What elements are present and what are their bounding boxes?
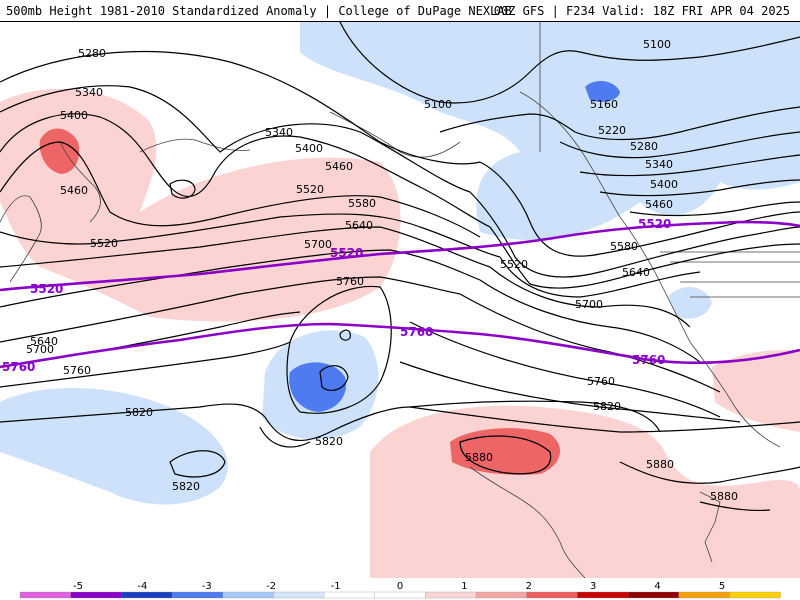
contour-label: 5400 bbox=[295, 142, 323, 155]
contour-label: 5100 bbox=[424, 98, 452, 111]
contour-label: 5400 bbox=[650, 178, 678, 191]
climo-label: 5520 bbox=[30, 282, 63, 296]
contour-label: 5820 bbox=[125, 406, 153, 419]
legend-swatch bbox=[526, 591, 578, 599]
contour-label: 5880 bbox=[710, 490, 738, 503]
contour-label: 5700 bbox=[304, 238, 332, 251]
contour-label: 5880 bbox=[465, 451, 493, 464]
legend-swatch bbox=[171, 591, 224, 599]
positive-anomaly-east bbox=[712, 350, 800, 432]
contour-label: 5820 bbox=[593, 400, 621, 413]
positive-anomaly-south-core bbox=[450, 428, 561, 475]
contour-label: 5520 bbox=[296, 183, 324, 196]
positive-anomaly-core bbox=[39, 128, 80, 174]
contour-label: 5340 bbox=[265, 126, 293, 139]
legend-tick-label: 4 bbox=[654, 581, 660, 592]
legend-swatch bbox=[678, 591, 730, 599]
contour-label: 5820 bbox=[315, 435, 343, 448]
map-header: 500mb Height 1981-2010 Standardized Anom… bbox=[0, 0, 800, 22]
contour-label: 5880 bbox=[646, 458, 674, 471]
contour-label: 5580 bbox=[610, 240, 638, 253]
legend-swatch bbox=[121, 591, 173, 599]
negative-anomaly-center-core bbox=[289, 362, 347, 412]
legend-tick-label: 5 bbox=[719, 581, 725, 592]
legend-tick-label: -2 bbox=[266, 581, 276, 592]
contour-label: 5820 bbox=[172, 480, 200, 493]
negative-anomaly-coast bbox=[668, 286, 712, 319]
legend-tick-label: -5 bbox=[73, 581, 83, 592]
climo-label: 5760 bbox=[2, 360, 35, 374]
contour-label: 5400 bbox=[60, 109, 88, 122]
climatology-contours bbox=[0, 220, 800, 369]
legend-swatch bbox=[475, 591, 528, 599]
legend-tick-label: -1 bbox=[331, 581, 341, 592]
contour-label: 5520 bbox=[500, 258, 528, 271]
height-contours bbox=[0, 22, 800, 512]
contour-label: 5100 bbox=[643, 38, 671, 51]
climo-5760-line bbox=[0, 322, 800, 369]
contour-label: 5760 bbox=[63, 364, 91, 377]
contour-label: 5760 bbox=[336, 275, 364, 288]
climo-label: 5760 bbox=[632, 353, 665, 367]
climo-label: 5520 bbox=[330, 246, 363, 260]
legend-tick-label: -3 bbox=[202, 581, 212, 592]
contour-label: 5160 bbox=[590, 98, 618, 111]
contour-label: 5640 bbox=[30, 335, 58, 348]
negative-anomaly-small bbox=[585, 80, 620, 102]
legend-swatch bbox=[273, 591, 325, 599]
legend-swatch bbox=[70, 591, 122, 599]
legend-tick-label: 2 bbox=[526, 581, 532, 592]
coastlines bbox=[0, 22, 800, 578]
color-legend: -5 -4 -3 -2 -1 0 1 2 3 4 5 bbox=[0, 578, 800, 600]
weather-map: 5280 5340 5400 5460 5520 5580 5640 5700 … bbox=[0, 22, 800, 578]
legend-tick-label: 1 bbox=[461, 581, 467, 592]
contour-label: 5460 bbox=[325, 160, 353, 173]
contour-label: 5760 bbox=[587, 375, 615, 388]
legend-colorbar bbox=[19, 591, 781, 599]
legend-swatch bbox=[323, 591, 376, 599]
contour-label: 5640 bbox=[622, 266, 650, 279]
legend-swatch bbox=[627, 591, 680, 599]
legend-swatch bbox=[425, 591, 477, 599]
legend-ticks: -5 -4 -3 -2 -1 0 1 2 3 4 5 bbox=[73, 581, 725, 592]
contour-label: 5220 bbox=[598, 124, 626, 137]
contour-label: 5700 bbox=[26, 343, 54, 356]
contour-label: 5700 bbox=[575, 298, 603, 311]
legend-swatch bbox=[729, 591, 781, 599]
contour-labels: 5280 5340 5400 5460 5520 5580 5640 5700 … bbox=[2, 38, 738, 503]
legend-tick-label: 3 bbox=[590, 581, 596, 592]
contour-label: 5340 bbox=[645, 158, 673, 171]
climo-5520-line bbox=[0, 220, 800, 292]
legend-swatch bbox=[222, 591, 274, 599]
climo-label: 5520 bbox=[638, 217, 671, 231]
legend-tick-label: -4 bbox=[137, 581, 147, 592]
contour-label: 5340 bbox=[75, 86, 103, 99]
contour-label: 5280 bbox=[78, 47, 106, 60]
valid-time: 00Z GFS | F234 Valid: 18Z FRI APR 04 202… bbox=[493, 4, 790, 18]
negative-anomaly-region bbox=[300, 22, 800, 241]
contour-label: 5460 bbox=[645, 198, 673, 211]
legend-tick-label: 0 bbox=[397, 581, 403, 592]
contour-label: 5520 bbox=[90, 237, 118, 250]
legend-swatch bbox=[577, 591, 629, 599]
legend-swatch bbox=[374, 591, 426, 599]
contour-label: 5640 bbox=[345, 219, 373, 232]
contour-label: 5460 bbox=[60, 184, 88, 197]
legend-swatch bbox=[19, 591, 72, 599]
climo-label: 5760 bbox=[400, 325, 433, 339]
map-title: 500mb Height 1981-2010 Standardized Anom… bbox=[6, 4, 512, 18]
contour-label: 5580 bbox=[348, 197, 376, 210]
contour-label: 5280 bbox=[630, 140, 658, 153]
